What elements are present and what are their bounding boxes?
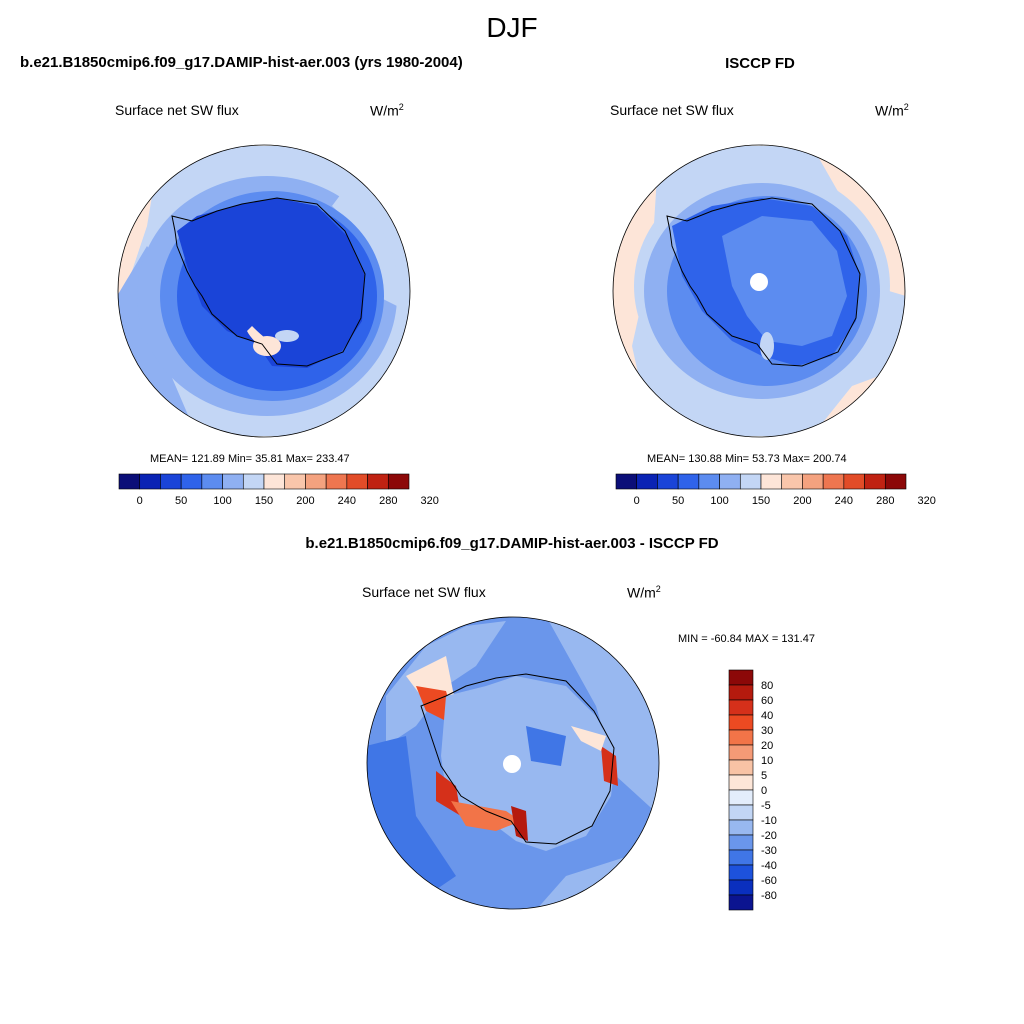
diff-coastline: [420, 673, 615, 845]
model-colorbar-swatch: [367, 473, 389, 490]
obs-colorbar-swatch: [781, 473, 803, 490]
model-colorbar-label: 280: [379, 495, 397, 507]
model-colorbar-swatch: [160, 473, 182, 490]
model-colorbar-label: 50: [175, 495, 187, 507]
diff-colorbar-label: 60: [761, 695, 773, 707]
obs-stats: MEAN= 130.88 Min= 53.73 Max= 200.74: [647, 453, 847, 465]
model-colorbar-label: 240: [338, 495, 356, 507]
diff-stats: MIN = -60.84 MAX = 131.47: [678, 633, 815, 645]
diff-colorbar-label: 5: [761, 770, 767, 782]
obs-colorbar-swatch: [864, 473, 886, 490]
model-coastline: [171, 197, 366, 367]
obs-colorbar-swatch: [657, 473, 679, 490]
diff-units-label: W/m2: [627, 584, 661, 601]
model-units-label: W/m2: [370, 102, 404, 119]
model-colorbar-swatch: [139, 473, 161, 490]
model-colorbar: 0 50 100 150 200 240 280 320: [118, 473, 439, 507]
obs-units-label: W/m2: [875, 102, 909, 119]
diff-polar-map: [366, 616, 660, 910]
model-colorbar-swatch: [284, 473, 306, 490]
model-colorbar-label: 0: [137, 495, 143, 507]
model-colorbar-swatch: [242, 473, 265, 490]
diff-colorbar-swatch: [728, 879, 754, 896]
diff-colorbar-label: -30: [761, 845, 777, 857]
obs-colorbar-label: 150: [752, 495, 770, 507]
model-colorbar-swatch: [346, 473, 368, 490]
obs-colorbar-swatch: [739, 473, 762, 490]
model-polar-map: [117, 144, 411, 438]
model-colorbar-label: 100: [213, 495, 231, 507]
model-colorbar-swatch: [387, 473, 410, 490]
diff-colorbar-swatch: [728, 849, 754, 866]
model-variable-label: Surface net SW flux: [115, 102, 239, 118]
diff-colorbar-label: 30: [761, 725, 773, 737]
obs-colorbar-label: 100: [710, 495, 728, 507]
obs-colorbar-label: 240: [835, 495, 853, 507]
obs-colorbar-swatch: [822, 473, 845, 490]
obs-colorbar-swatch: [884, 473, 907, 490]
obs-colorbar-swatch: [719, 473, 741, 490]
diff-colorbar-label: -10: [761, 815, 777, 827]
obs-colorbar-swatch: [615, 473, 638, 490]
obs-colorbar-label: 280: [876, 495, 894, 507]
diff-colorbar-swatch: [728, 834, 754, 851]
diff-colorbar-swatch: [728, 744, 754, 761]
diff-colorbar-swatch: [728, 759, 754, 776]
model-colorbar-swatch: [118, 473, 141, 490]
obs-colorbar-swatch: [802, 473, 824, 490]
diff-colorbar-label: 10: [761, 755, 773, 767]
obs-variable-label: Surface net SW flux: [610, 102, 734, 118]
obs-coastline: [666, 197, 861, 367]
model-colorbar-label: 150: [255, 495, 273, 507]
model-colorbar-label: 200: [296, 495, 314, 507]
model-colorbar-swatch: [222, 473, 244, 490]
diff-colorbar-swatch: [728, 789, 754, 806]
diff-colorbar-label: -40: [761, 860, 777, 872]
season-title: DJF: [486, 12, 538, 43]
diff-colorbar-swatch: [728, 774, 754, 791]
obs-polar-map: [612, 144, 906, 438]
obs-colorbar: 0 50 100 150 200 240 280 320: [615, 473, 936, 507]
diff-colorbar-swatch: [728, 729, 754, 746]
obs-colorbar-label: 50: [672, 495, 684, 507]
model-colorbar-swatch: [201, 473, 223, 490]
diff-colorbar-label: 0: [761, 785, 767, 797]
model-colorbar-swatch: [263, 473, 286, 490]
obs-colorbar-swatch: [760, 473, 783, 490]
obs-colorbar-label: 0: [634, 495, 640, 507]
diff-colorbar-swatch: [728, 804, 754, 821]
obs-colorbar-swatch: [698, 473, 720, 490]
diff-colorbar-label: 40: [761, 710, 773, 722]
diff-colorbar-label: 80: [761, 680, 773, 692]
model-colorbar-swatch: [305, 473, 327, 490]
obs-colorbar-label: 320: [918, 495, 936, 507]
obs-colorbar-swatch: [843, 473, 865, 490]
diff-colorbar-label: -80: [761, 890, 777, 902]
diff-colorbar-label: -20: [761, 830, 777, 842]
diff-colorbar: 80 60 40 30 20 10 5 0 -5 -10 -20 -30 -40 -60 -80: [728, 669, 777, 911]
model-case-title: b.e21.B1850cmip6.f09_g17.DAMIP-hist-aer.…: [20, 54, 463, 71]
diff-colorbar-swatch: [728, 699, 754, 716]
diff-colorbar-label: 20: [761, 740, 773, 752]
diff-variable-label: Surface net SW flux: [362, 584, 486, 600]
model-stats: MEAN= 121.89 Min= 35.81 Max= 233.47: [150, 453, 350, 465]
model-colorbar-swatch: [180, 473, 203, 490]
diff-colorbar-swatch: [728, 714, 754, 731]
diff-case-title: b.e21.B1850cmip6.f09_g17.DAMIP-hist-aer.…: [305, 535, 719, 552]
model-colorbar-label: 320: [421, 495, 439, 507]
obs-colorbar-swatch: [677, 473, 700, 490]
diff-colorbar-swatch: [728, 669, 754, 686]
diff-colorbar-swatch: [728, 894, 754, 911]
diff-colorbar-label: -60: [761, 875, 777, 887]
diff-colorbar-swatch: [728, 819, 754, 836]
obs-colorbar-swatch: [636, 473, 658, 490]
diff-colorbar-swatch: [728, 684, 754, 701]
obs-colorbar-label: 200: [793, 495, 811, 507]
diff-colorbar-swatch: [728, 864, 754, 881]
obs-case-title: ISCCP FD: [725, 55, 795, 72]
model-colorbar-swatch: [325, 473, 348, 490]
diff-colorbar-label: -5: [761, 800, 771, 812]
